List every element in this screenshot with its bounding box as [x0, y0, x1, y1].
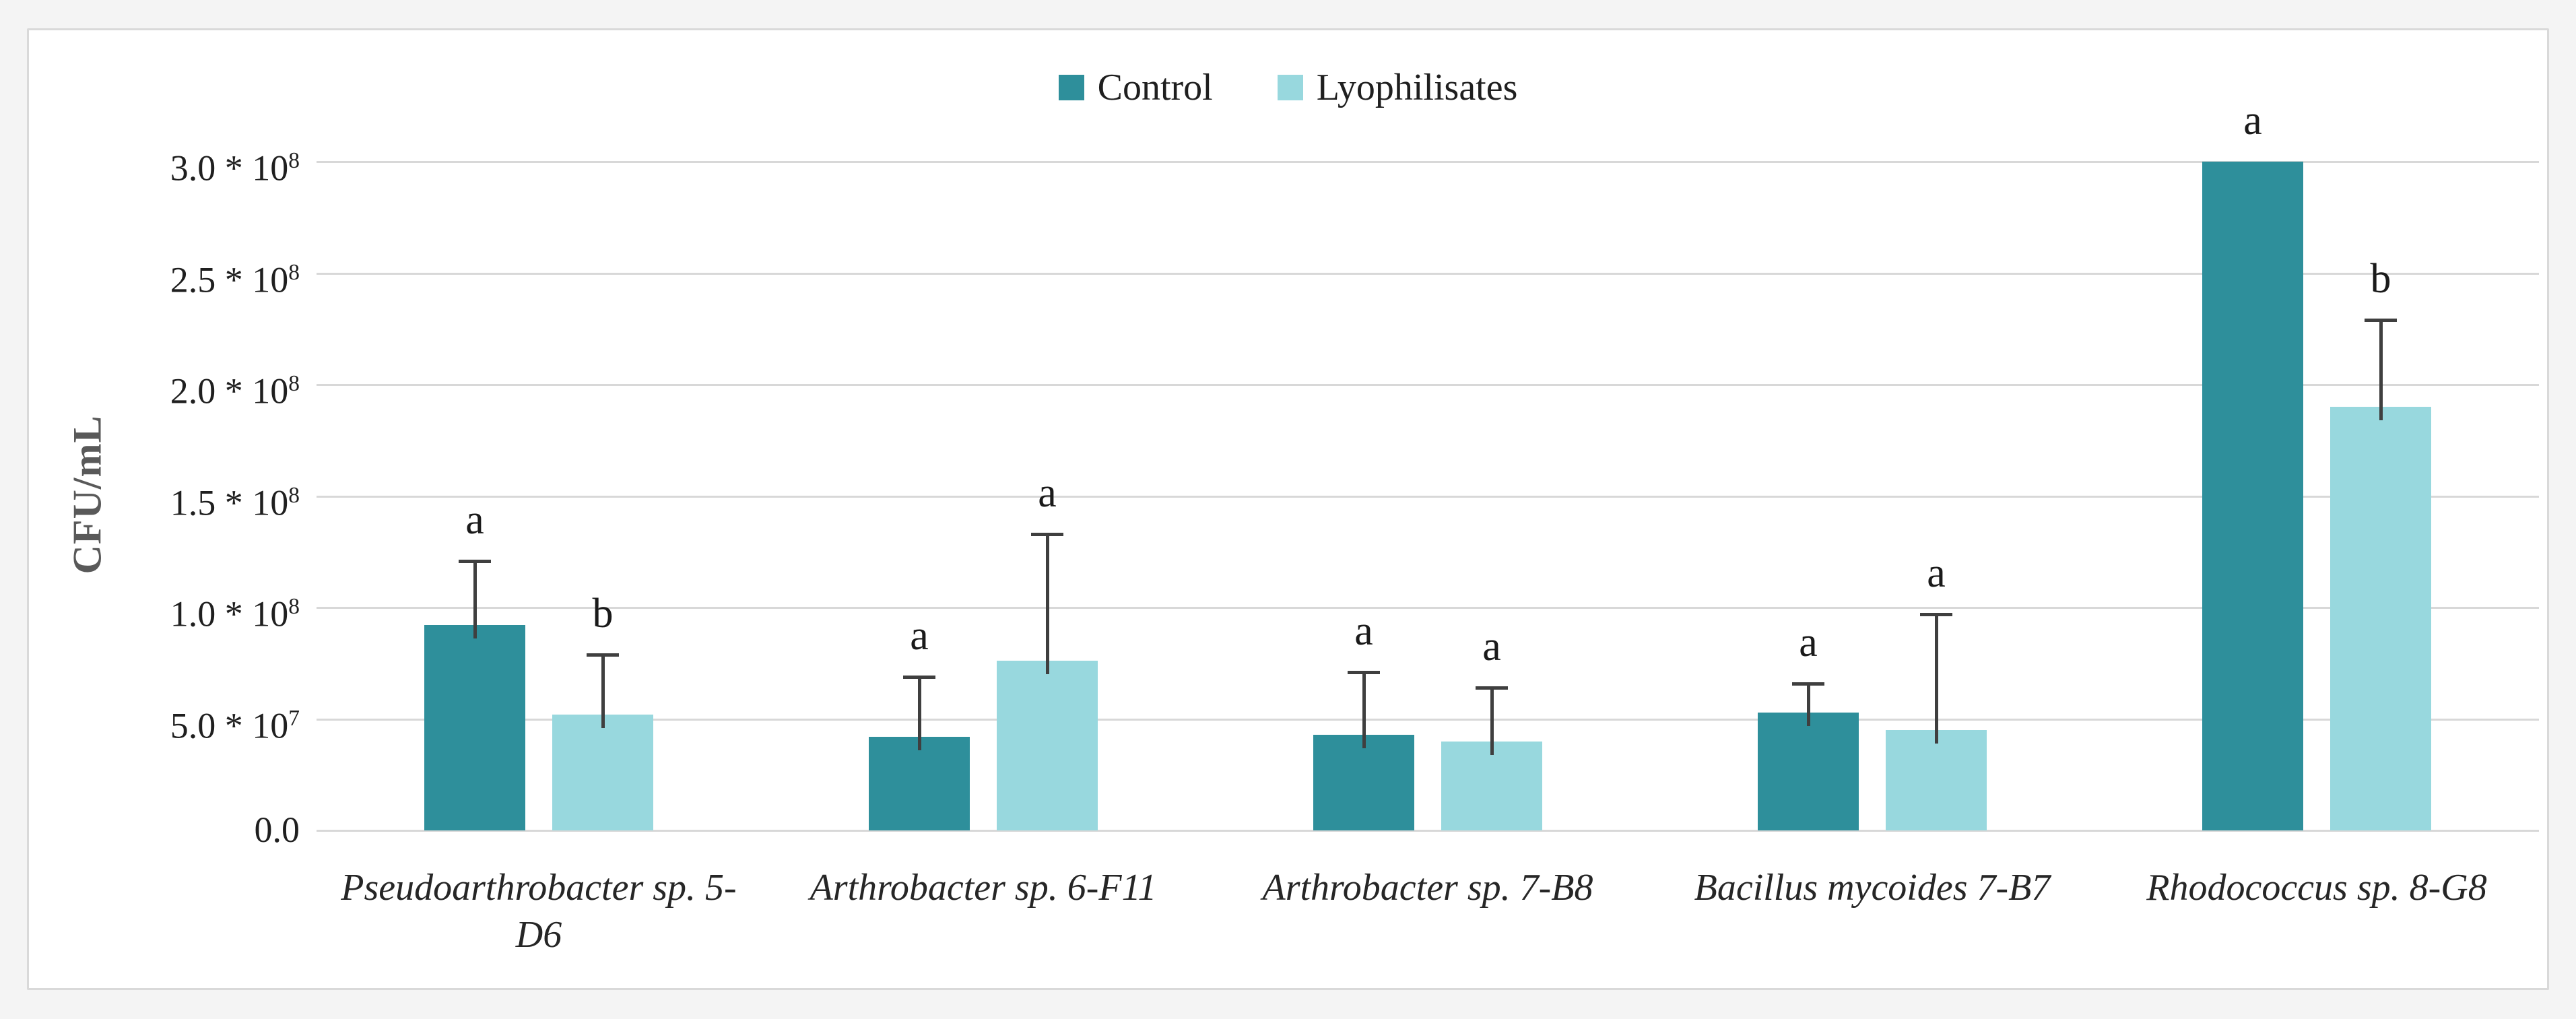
error-bar-line: [1806, 683, 1810, 726]
legend-swatch-icon: [1277, 75, 1303, 100]
legend-item-lyophilisates: Lyophilisates: [1277, 66, 1518, 109]
y-axis-tick-label: 5.0 * 107: [170, 704, 300, 746]
exponent: 8: [288, 371, 300, 396]
gridline: [317, 718, 2539, 721]
significance-letter: a: [465, 496, 484, 543]
x-axis-category-label: Bacillus mycoides 7-B7: [1650, 864, 2094, 911]
y-axis-tick-label: 2.0 * 108: [170, 370, 300, 412]
error-bar-cap: [1920, 612, 1952, 616]
error-bar-line: [601, 654, 605, 728]
x-axis-label-line: Rhodococcus sp. 8-G8: [2146, 867, 2487, 909]
error-bar-line: [1934, 614, 1938, 744]
y-axis-tick-label: 1.0 * 108: [170, 593, 300, 634]
error-bar-line: [2379, 320, 2383, 421]
x-axis-label-line: D6: [515, 914, 562, 956]
chart-legend: Control Lyophilisates: [0, 66, 2576, 109]
y-axis-tick-label: 3.0 * 108: [170, 147, 300, 189]
legend-swatch-icon: [1058, 75, 1084, 100]
significance-letter: a: [910, 612, 929, 659]
y-axis-tick-label: 2.5 * 108: [170, 259, 300, 300]
error-bar-cap: [2365, 319, 2397, 323]
error-bar-cap: [1476, 686, 1508, 690]
bar-lyophilisates-3: [1441, 741, 1542, 830]
error-bar-line: [1490, 688, 1494, 755]
bar-control-2: [869, 736, 970, 830]
error-bar-cap: [903, 675, 935, 679]
legend-label: Control: [1097, 67, 1213, 108]
x-axis-category-label: Arthrobacter sp. 7-B8: [1206, 864, 1650, 911]
error-bar-cap: [459, 559, 491, 563]
legend-item-control: Control: [1058, 66, 1213, 109]
legend-label: Lyophilisates: [1316, 67, 1518, 108]
bar-control-1: [424, 625, 525, 830]
exponent: 8: [288, 148, 300, 173]
exponent: 7: [288, 705, 300, 731]
bar-lyophilisates-1: [552, 714, 653, 830]
error-bar-line: [1045, 533, 1049, 675]
plot-area: a a a a a b a a a b: [317, 98, 2539, 832]
significance-letter: a: [1038, 469, 1057, 516]
x-axis-label-line: Arthrobacter sp. 6-F11: [810, 867, 1157, 909]
bar-control-3: [1313, 734, 1414, 830]
gridline: [317, 272, 2539, 275]
significance-letter: a: [1354, 608, 1373, 654]
y-axis-tick-label: 0.0: [254, 810, 300, 850]
x-axis-category-label: Pseudoarthrobacter sp. 5- D6: [317, 864, 761, 958]
bar-lyophilisates-4: [1886, 730, 1987, 830]
bar-control-4: [1758, 712, 1859, 830]
significance-letter: a: [1927, 550, 1946, 596]
significance-letter: a: [1799, 619, 1818, 665]
error-bar-cap: [1031, 532, 1063, 536]
bar-lyophilisates-2: [997, 661, 1098, 830]
gridline: [317, 384, 2539, 386]
exponent: 8: [288, 259, 300, 285]
x-axis-category-label: Rhodococcus sp. 8-G8: [2094, 864, 2539, 911]
significance-letter: b: [592, 590, 614, 636]
error-bar-cap: [1348, 671, 1380, 674]
x-axis-category-label: Arthrobacter sp. 6-F11: [761, 864, 1206, 911]
significance-letter: a: [1482, 624, 1501, 670]
exponent: 8: [288, 482, 300, 508]
error-bar-line: [473, 560, 477, 639]
error-bar-line: [1362, 672, 1366, 748]
gridline: [317, 830, 2539, 832]
exponent: 8: [288, 594, 300, 619]
x-axis-label-line: Pseudoarthrobacter sp. 5-: [341, 867, 737, 909]
bar-control-5: [2202, 162, 2303, 830]
gridline: [317, 495, 2539, 498]
x-axis-label-line: Arthrobacter sp. 7-B8: [1262, 867, 1593, 909]
error-bar-line: [917, 676, 921, 750]
error-bar-cap: [587, 653, 619, 657]
error-bar-cap: [1792, 682, 1824, 686]
gridline: [317, 607, 2539, 609]
x-axis-label-line: Bacillus mycoides 7-B7: [1694, 867, 2051, 909]
significance-letter: b: [2370, 256, 2391, 302]
gridline: [317, 161, 2539, 163]
bar-lyophilisates-5: [2330, 407, 2431, 830]
y-axis-tick-label: 1.5 * 108: [170, 482, 300, 523]
significance-letter: a: [2243, 98, 2262, 143]
